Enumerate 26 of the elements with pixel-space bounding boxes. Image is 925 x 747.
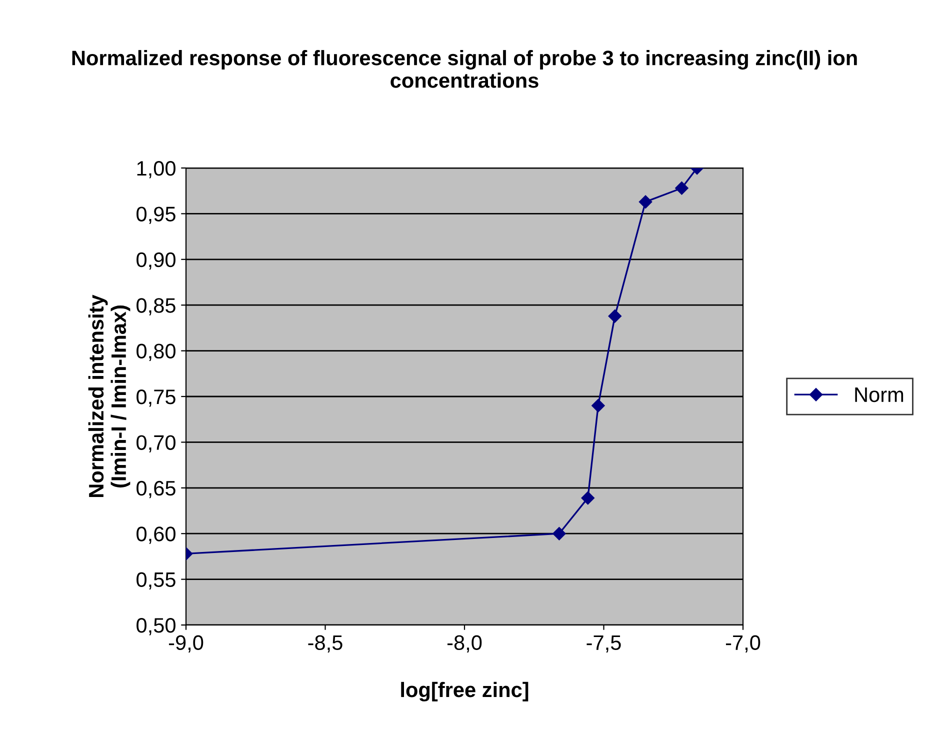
y-tick-label: 0,80 — [136, 344, 176, 362]
y-tick-label: 0,60 — [136, 526, 176, 544]
point — [592, 399, 605, 412]
point — [608, 309, 622, 323]
x-tick-label: -8,0 — [447, 635, 482, 652]
y-tick-label: 0,50 — [136, 618, 176, 636]
x-axis-title: log[free zinc] — [401, 682, 528, 702]
y-tick-label: 0,90 — [136, 252, 176, 270]
y-tick-label: 1,00 — [137, 161, 176, 178]
x-tick-label: -7,0 — [726, 635, 760, 652]
point — [581, 491, 594, 505]
point — [552, 527, 566, 540]
point — [675, 182, 688, 195]
y-tick-label: 0,65 — [136, 480, 176, 498]
y-tick-label: 0,75 — [136, 390, 176, 407]
chart-title: Normalized response of fluorescence signal of probe 3 to increasing zinc(II) ion concentrations — [72, 50, 857, 88]
x-tick-label: -8,5 — [308, 635, 342, 652]
point — [638, 195, 652, 208]
legend-label: Norm — [855, 388, 904, 402]
y-tick-label: 0,85 — [136, 298, 176, 316]
y-tick-label: 0,55 — [136, 572, 176, 590]
x-tick-label: -9,0 — [168, 635, 204, 652]
y-tick-label: 0,70 — [136, 435, 176, 452]
y-tick-label: 0,95 — [136, 206, 176, 224]
y-axis-title: Normalized intensity (Imin-I / Imin-Imax) — [88, 294, 130, 497]
x-tick-label: -7,5 — [586, 635, 621, 652]
